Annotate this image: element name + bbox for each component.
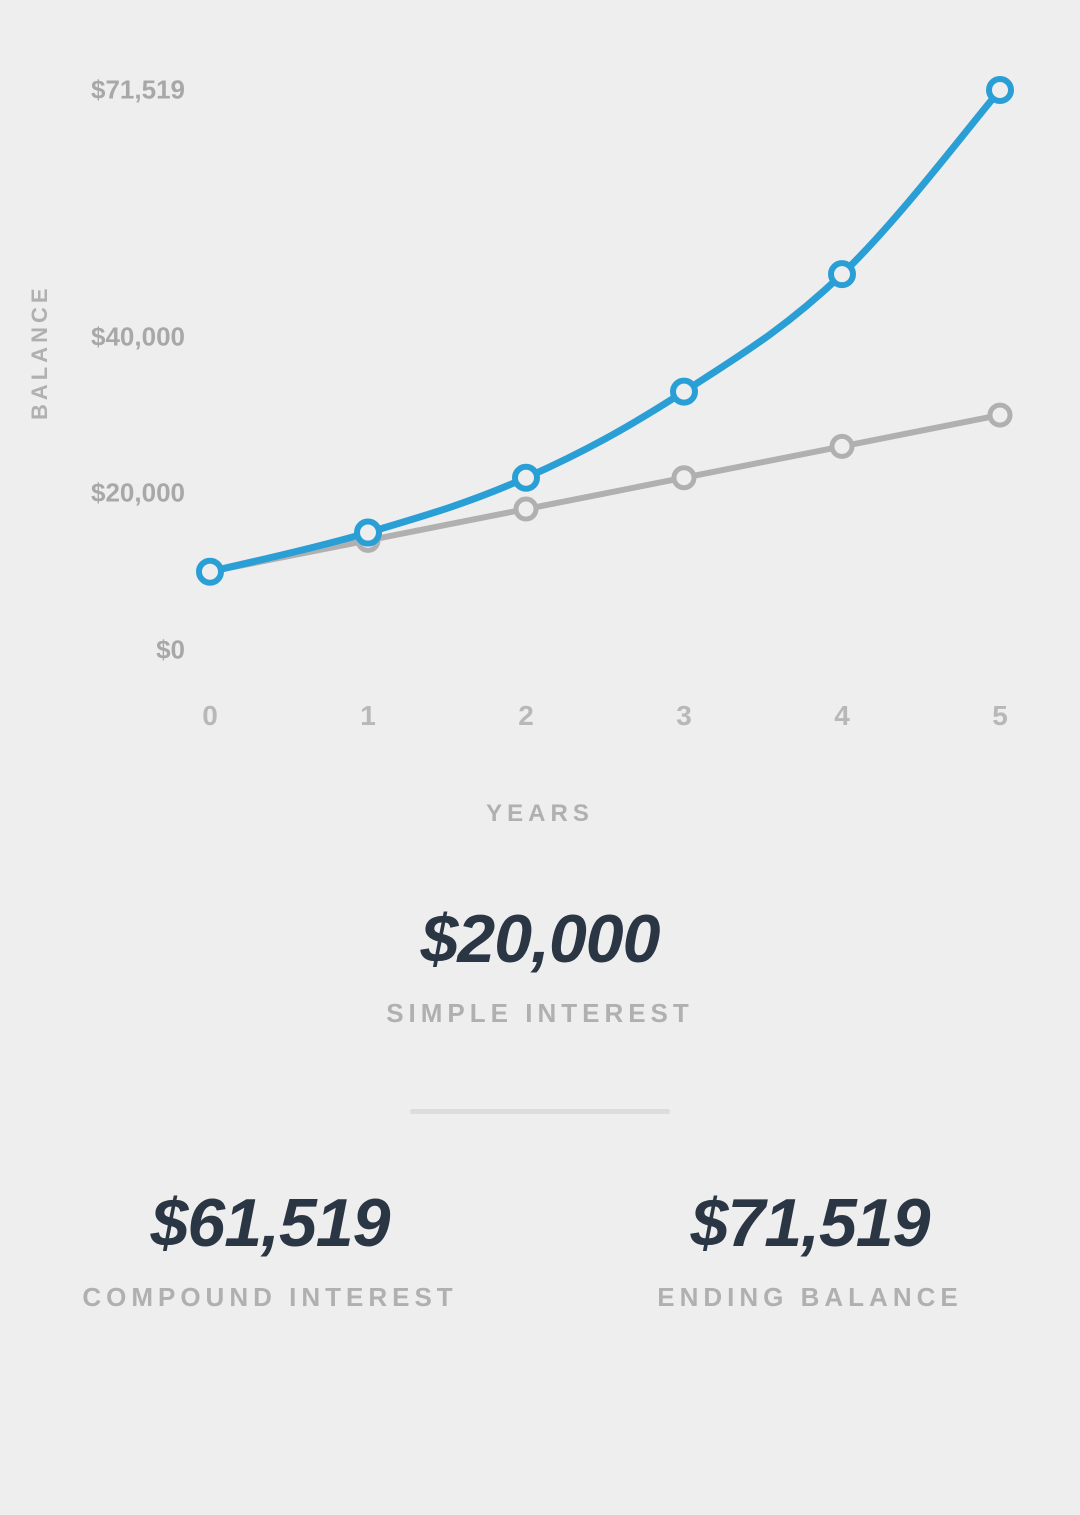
stat-simple-label: SIMPLE INTEREST (0, 998, 1080, 1029)
stat-bottom-row: $61,519 COMPOUND INTEREST $71,519 ENDING… (0, 1184, 1080, 1313)
series-marker-compound (357, 522, 379, 544)
series-marker-simple (516, 499, 536, 519)
stat-ending-balance: $71,519 ENDING BALANCE (540, 1184, 1080, 1313)
stat-compound-value: $61,519 (0, 1184, 540, 1262)
series-marker-compound (989, 79, 1011, 101)
series-marker-compound (831, 263, 853, 285)
stat-simple-value: $20,000 (0, 900, 1080, 978)
stat-compound-interest: $61,519 COMPOUND INTEREST (0, 1184, 540, 1313)
x-axis-title: YEARS (0, 800, 1080, 828)
series-marker-compound (673, 381, 695, 403)
stats-section: $20,000 SIMPLE INTEREST $61,519 COMPOUND… (0, 900, 1080, 1313)
series-marker-compound (199, 561, 221, 583)
series-marker-simple (990, 405, 1010, 425)
stat-simple-interest: $20,000 SIMPLE INTEREST (0, 900, 1080, 1029)
page-root: BALANCE $0$20,000$40,000$71,519 012345 Y… (0, 0, 1080, 1515)
series-marker-simple (832, 436, 852, 456)
chart-plot (0, 0, 1080, 820)
series-marker-compound (515, 467, 537, 489)
balance-chart: BALANCE $0$20,000$40,000$71,519 012345 Y… (0, 0, 1080, 820)
stat-compound-label: COMPOUND INTEREST (0, 1282, 540, 1313)
stat-ending-value: $71,519 (540, 1184, 1080, 1262)
stat-ending-label: ENDING BALANCE (540, 1282, 1080, 1313)
series-marker-simple (674, 468, 694, 488)
series-line-compound (210, 90, 1000, 572)
stats-divider (410, 1109, 670, 1114)
